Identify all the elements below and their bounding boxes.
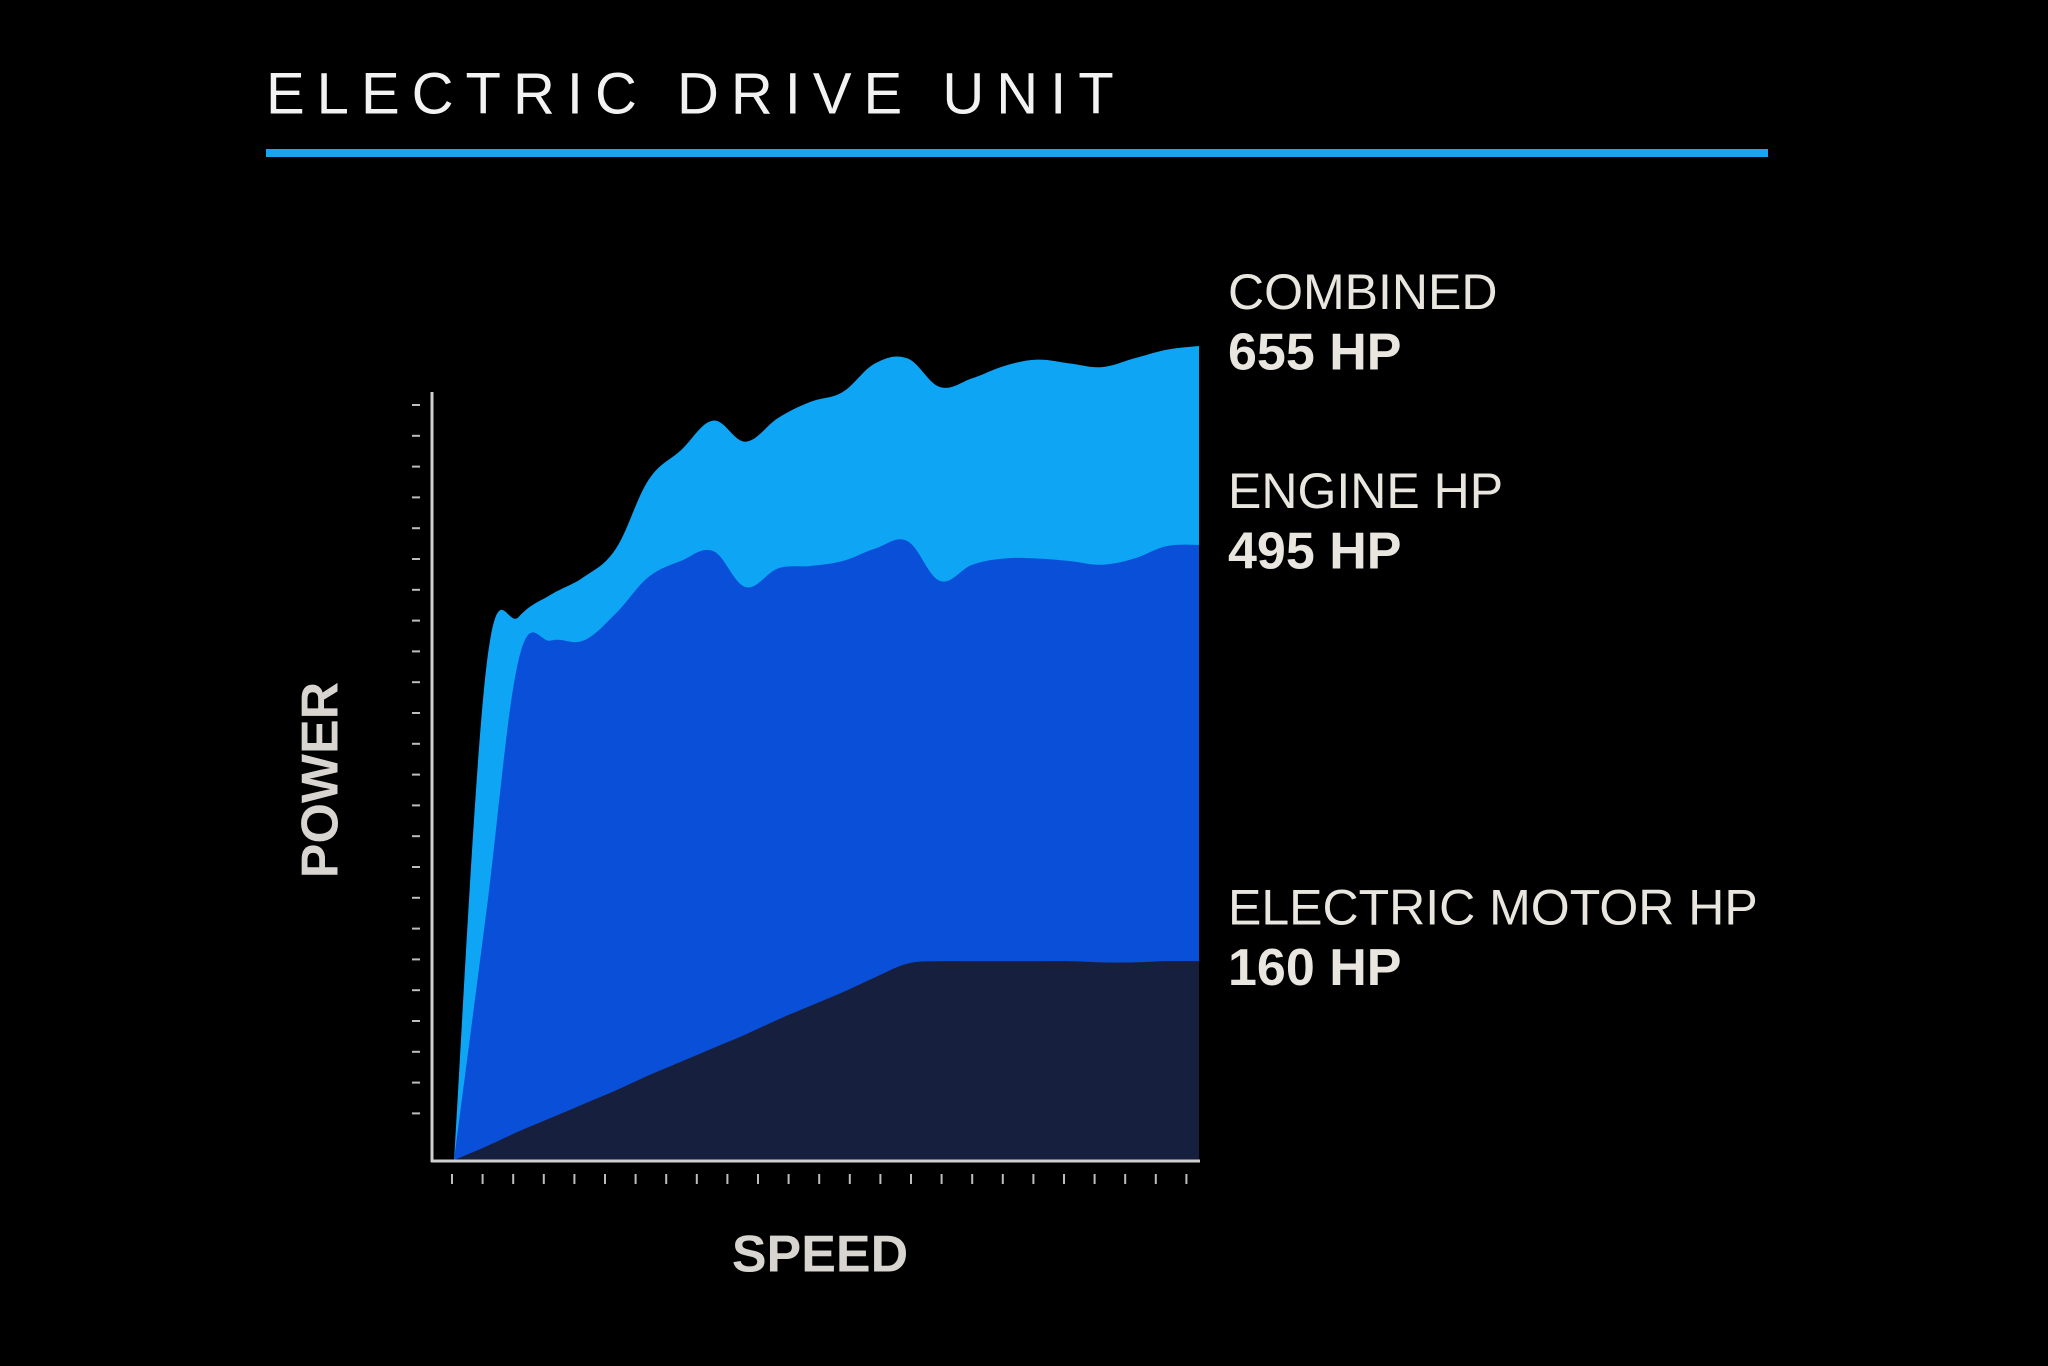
- title-underline: [266, 149, 1768, 157]
- chart-title: ELECTRIC DRIVE UNIT: [266, 61, 1126, 126]
- value-label: 160 HP: [1228, 939, 1401, 997]
- areas: [454, 346, 1199, 1160]
- series-name: ELECTRIC MOTOR HP: [1228, 879, 1758, 935]
- y-axis-label: POWER: [292, 682, 350, 878]
- value-label: 655 HP: [1228, 324, 1401, 382]
- series-name: COMBINED: [1228, 264, 1497, 320]
- value-label: 495 HP: [1228, 523, 1401, 581]
- series-name: ENGINE HP: [1228, 463, 1503, 519]
- area: [454, 960, 1199, 1160]
- axes: [412, 392, 1200, 1184]
- x-axis-label: SPEED: [732, 1226, 908, 1284]
